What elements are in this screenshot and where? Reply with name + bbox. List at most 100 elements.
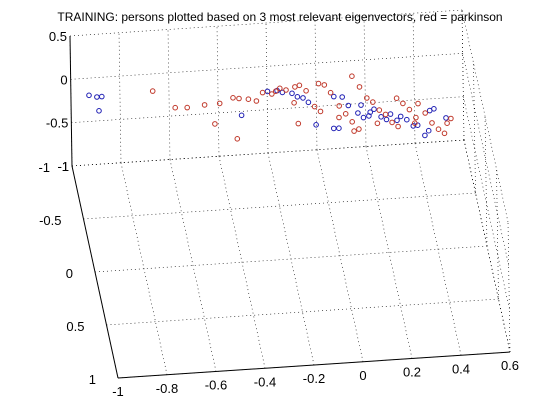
grid-line <box>265 22 269 154</box>
y-tick-label: -0.5 <box>39 213 61 228</box>
grid-line <box>69 9 463 37</box>
red-point <box>315 80 322 87</box>
x-tick-label: -0.4 <box>254 374 276 389</box>
grid-line <box>316 149 364 362</box>
red-point <box>172 104 178 111</box>
red-point <box>149 88 156 94</box>
x-tick-label: -1 <box>112 384 124 399</box>
grid-line <box>83 192 476 220</box>
grid-line <box>473 62 476 194</box>
blue-point <box>294 94 301 100</box>
blue-point <box>300 95 306 101</box>
blue-point <box>86 92 92 99</box>
red-point <box>296 82 303 89</box>
blue-point <box>387 111 394 117</box>
red-point <box>234 136 241 142</box>
blue-point <box>397 113 404 120</box>
red-point <box>374 120 381 127</box>
red-point <box>201 102 208 108</box>
red-point <box>303 88 309 94</box>
blue-point <box>99 93 105 100</box>
red-point <box>444 120 450 126</box>
blue-point <box>367 109 374 115</box>
grid-line <box>218 156 266 369</box>
z-tick-label: -1 <box>57 159 69 174</box>
blue-point <box>238 112 245 119</box>
grid-line <box>412 13 416 144</box>
blue-point <box>331 125 337 132</box>
red-point <box>321 82 328 88</box>
x-tick-label: 0.4 <box>452 361 470 376</box>
blue-point <box>371 106 377 112</box>
y-tick-label: 0.5 <box>66 319 84 334</box>
blue-point <box>289 90 295 97</box>
blue-point <box>355 110 361 116</box>
red-point <box>295 120 302 127</box>
y-tick-label: 0 <box>66 266 73 281</box>
blue-point <box>358 102 364 108</box>
grid-line <box>94 245 488 273</box>
grid-line <box>507 221 511 353</box>
blue-point <box>94 94 100 100</box>
x-tick-label: 0.2 <box>403 365 421 380</box>
grid-line <box>365 146 413 359</box>
blue-point <box>431 106 437 112</box>
red-point <box>400 100 406 107</box>
z-tick-label: -1 <box>57 159 69 174</box>
grid-line <box>167 29 171 160</box>
red-point <box>349 73 355 79</box>
grid <box>69 9 511 379</box>
blue-point <box>425 127 432 134</box>
blue-point <box>394 117 400 124</box>
red-point <box>406 106 413 113</box>
red-point <box>389 119 395 126</box>
grid-line <box>120 162 168 375</box>
y-tick-label: 1 <box>89 372 96 387</box>
blue-point <box>339 94 346 100</box>
grid-line <box>463 139 511 353</box>
red-point <box>342 111 349 117</box>
red-point <box>269 91 275 97</box>
grid-line <box>484 115 488 247</box>
red-point <box>376 107 383 113</box>
red-point <box>393 95 400 101</box>
grid-line <box>462 53 509 266</box>
red-point <box>259 89 266 96</box>
z-tick-label: 0 <box>60 72 67 87</box>
red-point <box>212 121 218 127</box>
red-point <box>351 128 357 134</box>
axes <box>69 35 511 379</box>
blue-point <box>336 125 342 131</box>
grid-line <box>363 16 367 147</box>
red-point <box>412 120 418 126</box>
red-point <box>230 95 236 101</box>
red-point <box>429 120 435 126</box>
red-point <box>236 95 242 102</box>
red-point <box>245 96 252 102</box>
blue-point <box>404 116 410 123</box>
red-point <box>184 104 190 111</box>
red-point <box>216 100 223 107</box>
red-point <box>291 100 297 106</box>
z-axis-line <box>69 35 73 167</box>
red-point <box>336 114 342 121</box>
red-point <box>283 87 289 93</box>
x-tick-label: -0.8 <box>156 381 178 396</box>
x-tick-labels: -1 -0.8 -0.6 -0.4 -0.2 0 0.2 0.4 0.6 <box>112 358 519 399</box>
grid-line <box>414 143 462 356</box>
grid-line <box>461 9 465 141</box>
grid-line <box>216 26 220 157</box>
blue-point <box>378 114 384 120</box>
red-point <box>395 123 401 130</box>
chart-title: TRAINING: persons plotted based on 3 mos… <box>57 10 502 24</box>
blue-point <box>305 99 312 106</box>
blue-point <box>360 114 367 121</box>
grid-line <box>106 298 499 326</box>
grid-line <box>496 168 499 300</box>
blue-point <box>331 93 337 100</box>
red-point <box>382 111 389 118</box>
red-point <box>435 126 442 132</box>
grid-line <box>71 139 465 167</box>
y-axis-line <box>71 165 119 379</box>
red-point <box>356 126 362 132</box>
